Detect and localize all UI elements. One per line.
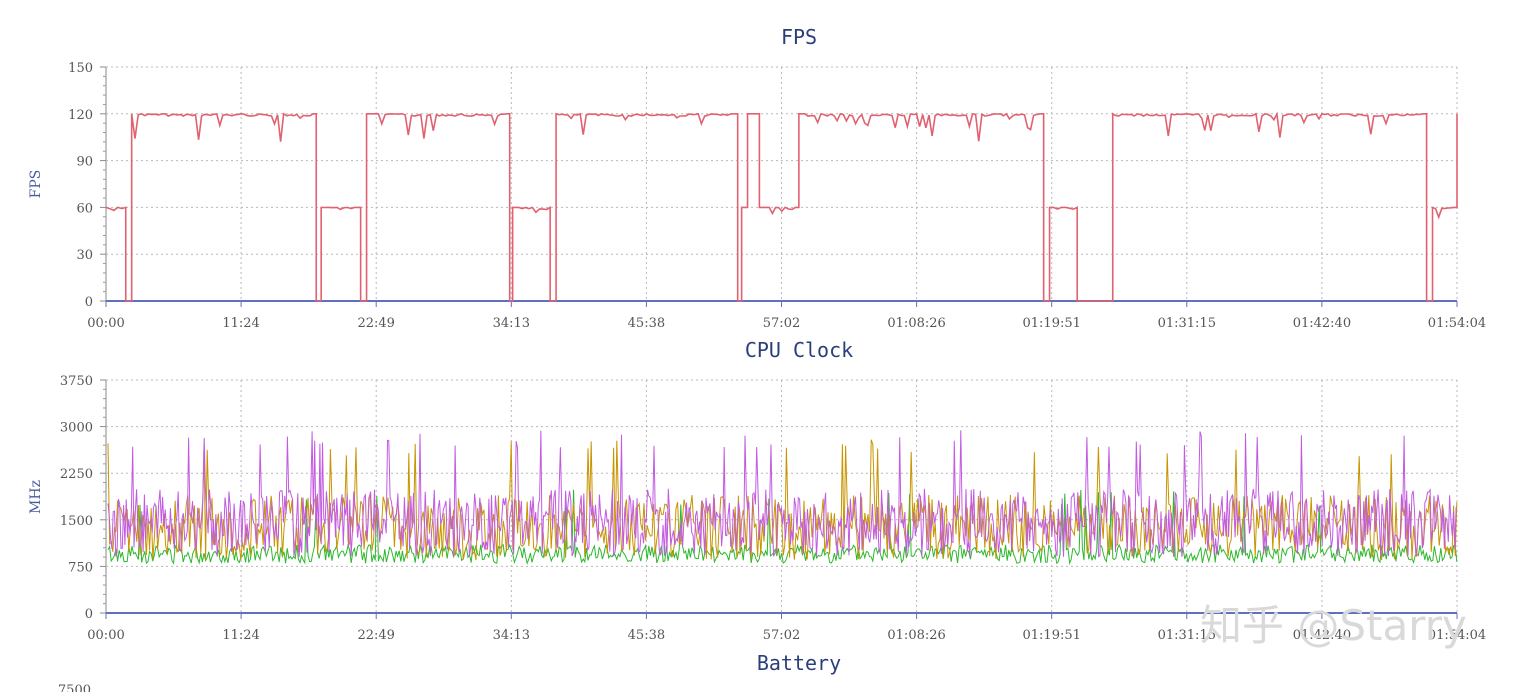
cpu-x-tick-label: 22:49 (357, 628, 394, 643)
cpu-x-tick-label: 45:38 (628, 628, 665, 643)
cpu-chart: CPU Clock MHz 0 750 1500 2250 3000 3750 00:00… (28, 338, 1486, 643)
fps-y-axis-label: FPS (28, 170, 44, 199)
fps-x-tick-label: 01:42:40 (1293, 316, 1351, 331)
cpu-y-axis-label: MHz (28, 480, 44, 514)
fps-x-tick-label: 57:02 (763, 316, 800, 331)
cpu-x-tick-label: 00:00 (87, 628, 124, 643)
fps-x-tick-label: 34:13 (493, 316, 530, 331)
fps-chart: FPS FPS 0 30 60 90 120 150 00:00 11:24 22:49 34:… (28, 25, 1486, 331)
fps-x-tick-label: 00:00 (87, 316, 124, 331)
watermark-text: 知乎 @Starry (1200, 601, 1467, 650)
cpu-series-lines (107, 430, 1458, 566)
cpu-series-line-3 (107, 430, 1457, 558)
cpu-x-tick-label: 11:24 (222, 628, 259, 643)
fps-x-tick-label: 45:38 (628, 316, 665, 331)
fps-y-tick-label: 60 (76, 201, 93, 216)
cpu-x-tick-label: 34:13 (493, 628, 530, 643)
cpu-series-line-1 (107, 489, 1458, 566)
fps-x-tick-label: 01:19:51 (1023, 316, 1081, 331)
cpu-y-tick-label: 750 (68, 560, 93, 575)
cpu-x-tick-label: 01:31:15 (1158, 628, 1216, 643)
fps-x-ticks: 00:00 11:24 22:49 34:13 45:38 57:02 01:08:26 01… (87, 301, 1486, 331)
fps-y-tick-label: 120 (68, 108, 93, 123)
fps-y-tick-label: 90 (76, 155, 93, 170)
fps-y-tick-label: 150 (68, 61, 93, 76)
cpu-y-tick-label: 3750 (60, 374, 93, 389)
cpu-y-tick-label: 0 (85, 607, 93, 622)
fps-x-tick-label: 01:31:15 (1158, 316, 1216, 331)
cpu-x-tick-label: 57:02 (763, 628, 800, 643)
fps-x-tick-label: 01:08:26 (887, 316, 945, 331)
cpu-y-tick-label: 1500 (60, 514, 93, 529)
fps-x-tick-label: 01:54:04 (1428, 316, 1486, 331)
fps-x-tick-label: 22:49 (357, 316, 394, 331)
cpu-y-tick-label: 3000 (60, 421, 93, 436)
cpu-y-tick-label: 2250 (60, 467, 93, 482)
cpu-y-ticks: 0 750 1500 2250 3000 3750 (60, 374, 106, 622)
fps-chart-title: FPS (781, 25, 817, 49)
cpu-x-tick-label: 01:54:04 (1428, 628, 1486, 643)
battery-chart: Battery 7500 (58, 651, 841, 692)
cpu-x-ticks: 00:00 11:24 22:49 34:13 45:38 57:02 01:08:26 01… (87, 613, 1486, 643)
cpu-chart-title: CPU Clock (745, 338, 853, 362)
battery-chart-title: Battery (757, 651, 841, 675)
fps-gridlines (105, 66, 1458, 302)
fps-x-tick-label: 11:24 (222, 316, 259, 331)
cpu-x-tick-label: 01:42:40 (1293, 628, 1351, 643)
fps-series-line (105, 111, 1458, 302)
cpu-x-tick-label: 01:08:26 (887, 628, 945, 643)
fps-y-ticks: 0 30 60 90 120 150 (68, 61, 106, 310)
cpu-x-tick-label: 01:19:51 (1023, 628, 1081, 643)
fps-y-tick-label: 0 (85, 295, 93, 310)
battery-y-tick: 7500 (58, 683, 91, 692)
fps-y-tick-label: 30 (76, 248, 93, 263)
